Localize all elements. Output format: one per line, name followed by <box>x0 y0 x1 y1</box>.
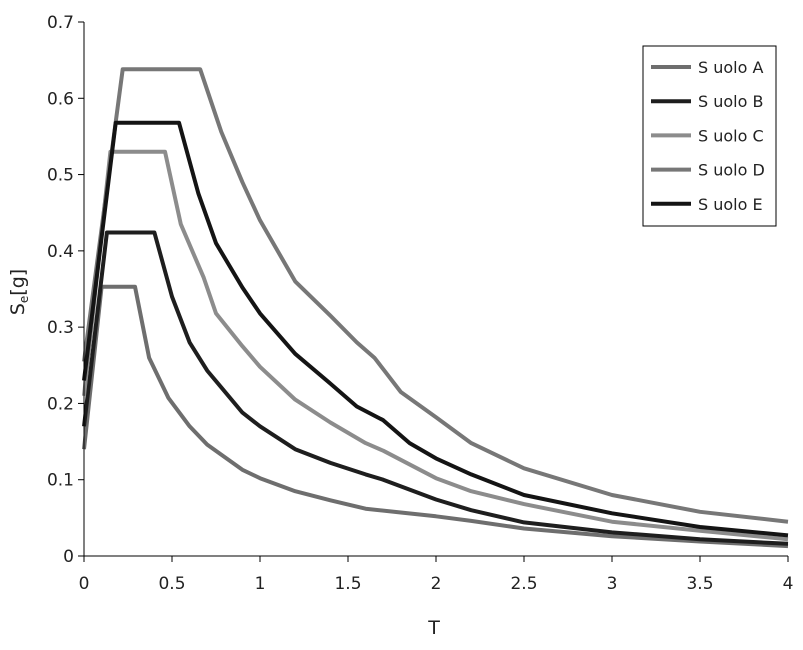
y-axis-title-suffix: [g] <box>7 269 29 296</box>
x-tick-label: 2 <box>431 574 442 594</box>
y-tick-label: 0.4 <box>47 242 74 262</box>
y-axis-title-subscript: e <box>17 296 31 303</box>
x-tick-label: 3 <box>607 574 618 594</box>
legend-label-d: S uolo D <box>698 161 765 180</box>
x-tick-label: 1 <box>255 574 266 594</box>
x-tick-label: 1.5 <box>334 574 361 594</box>
legend-label-c: S uolo C <box>698 126 764 145</box>
ticks: 0 0.1 0.2 0.3 0.4 0.5 0.6 0.7 0 0.5 1 1.5 2 2.5 3 3.5 4 <box>47 13 793 594</box>
y-tick-label: 0.3 <box>47 318 74 338</box>
series-line-c <box>82 149 789 542</box>
y-tick-label: 0 <box>63 547 74 567</box>
x-tick-label: 4 <box>783 574 794 594</box>
series-line-d <box>82 67 789 524</box>
x-tick-label: 3.5 <box>686 574 713 594</box>
y-tick-label: 0.6 <box>47 89 74 109</box>
y-tick-label: 0.2 <box>47 394 74 414</box>
plot-lines <box>82 67 789 549</box>
x-axis-title: T <box>427 617 440 639</box>
x-tick-label: 0 <box>79 574 90 594</box>
legend-label-b: S uolo B <box>698 92 763 111</box>
y-tick-label: 0.7 <box>47 13 74 33</box>
y-axis-title-main: S <box>7 303 29 315</box>
y-tick-label: 0.1 <box>47 471 74 491</box>
legend: S uolo A S uolo B S uolo C S uolo D S uolo E <box>642 45 777 227</box>
series-line-a <box>82 284 789 549</box>
x-tick-label: 0.5 <box>158 574 185 594</box>
y-tick-label: 0.5 <box>47 166 74 186</box>
legend-label-e: S uolo E <box>698 195 763 214</box>
series-line-e <box>82 120 789 538</box>
series-line-b <box>82 230 789 546</box>
x-tick-label: 2.5 <box>510 574 537 594</box>
legend-label-a: S uolo A <box>698 58 763 77</box>
y-axis-title: Se[g] <box>7 269 31 315</box>
